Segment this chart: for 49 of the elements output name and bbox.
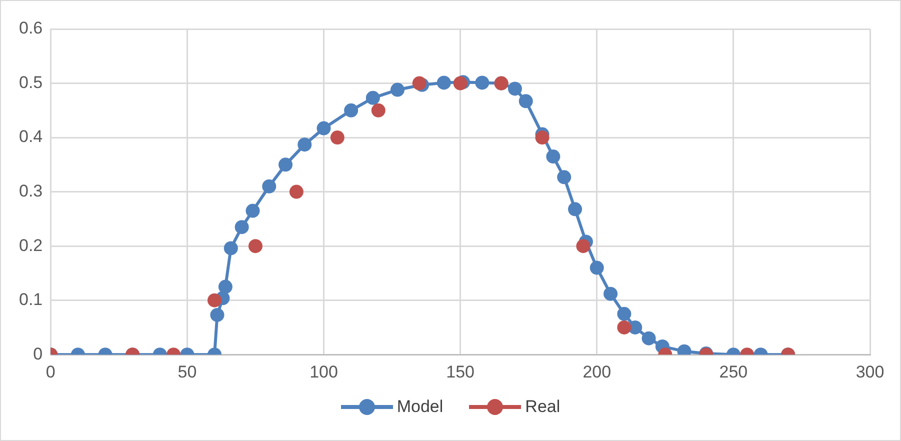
point [224, 241, 238, 256]
point [208, 293, 222, 308]
x-tick-label: 0 [46, 362, 56, 382]
point [316, 121, 331, 136]
y-tick-label: 0.1 [18, 290, 43, 310]
y-tick-label: 0.4 [18, 127, 43, 146]
point [576, 239, 590, 254]
point [210, 308, 224, 322]
point [234, 220, 249, 234]
point [246, 204, 260, 218]
point [604, 286, 618, 301]
point [546, 150, 560, 164]
point [412, 76, 426, 90]
point [453, 76, 468, 90]
point [642, 331, 656, 346]
point [535, 130, 550, 145]
point [568, 202, 582, 216]
point [436, 76, 451, 90]
point [557, 170, 572, 184]
point [475, 76, 490, 90]
point [248, 239, 262, 254]
x-tick-label: 300 [856, 362, 884, 382]
x-tick-label: 250 [719, 362, 748, 382]
point [278, 158, 293, 172]
point [366, 90, 380, 105]
y-tick-label: 0 [33, 344, 43, 364]
point [298, 138, 312, 152]
point [344, 103, 358, 118]
point [617, 320, 632, 334]
point [218, 280, 232, 294]
point [262, 179, 276, 194]
point [371, 103, 386, 118]
point [330, 130, 344, 145]
y-tick-label: 0.2 [18, 236, 43, 255]
x-tick-label: 150 [446, 362, 475, 382]
point [518, 94, 533, 108]
x-tick-label: 200 [582, 362, 612, 382]
point [390, 82, 404, 97]
y-tick-label: 0.6 [18, 18, 43, 38]
legend-label: Real [525, 397, 560, 417]
point [508, 82, 522, 96]
x-tick-label: 50 [178, 362, 197, 382]
x-tick-label: 100 [310, 362, 338, 382]
point [289, 184, 304, 199]
y-tick-label: 0.3 [18, 181, 43, 200]
legend-label: Model [396, 397, 444, 417]
point [617, 306, 632, 321]
point [590, 260, 604, 275]
y-tick-label: 0.5 [18, 72, 43, 92]
